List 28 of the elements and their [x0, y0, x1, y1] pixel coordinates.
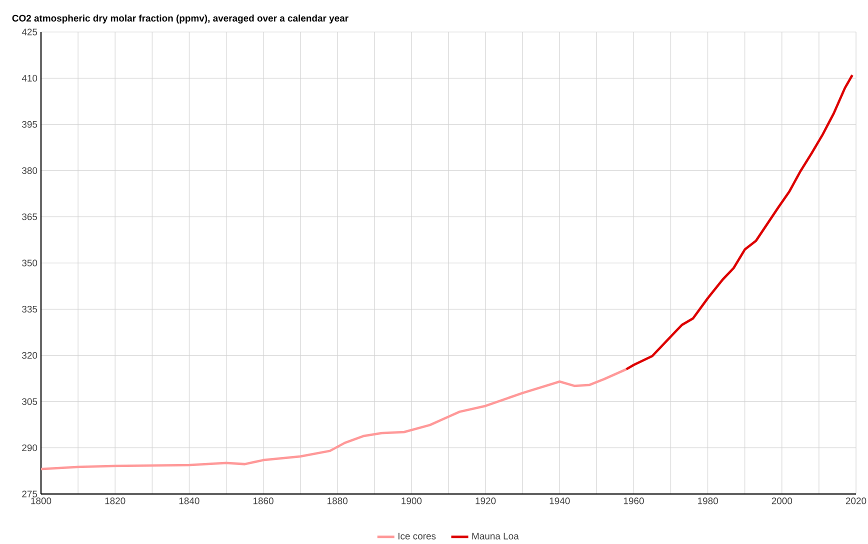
x-tick-label: 2000 [772, 498, 792, 504]
chart-title: CO2 atmospheric dry molar fraction (ppmv), averaged over a calendar year [12, 14, 348, 24]
y-tick-label: 305 [22, 398, 38, 405]
y-tick-label: 350 [22, 260, 38, 266]
y-tick-label: 335 [22, 306, 38, 313]
x-tick-label: 1820 [105, 498, 126, 504]
legend-label: Ice cores [398, 532, 436, 540]
y-tick-label: 320 [22, 352, 38, 359]
y-tick-label: 380 [22, 167, 38, 174]
x-tick-label: 1940 [550, 498, 570, 504]
x-tick-label: 1960 [624, 498, 644, 504]
x-tick-label: 1800 [31, 498, 52, 504]
y-tick-label: 425 [22, 28, 38, 36]
y-tick-label: 290 [22, 444, 38, 452]
y-tick-label: 365 [22, 213, 38, 220]
x-tick-label: 1900 [402, 498, 422, 504]
x-tick-label: 1840 [179, 498, 200, 504]
x-tick-label: 2020 [846, 498, 866, 504]
x-tick-label: 1980 [698, 498, 718, 504]
y-tick-label: 395 [22, 121, 38, 128]
x-tick-label: 1880 [328, 498, 348, 504]
y-tick-label: 275 [22, 490, 38, 498]
x-tick-label: 1920 [476, 498, 496, 504]
y-tick-label: 410 [22, 74, 38, 82]
legend-label: Mauna Loa [472, 532, 519, 540]
line-series [625, 74, 854, 370]
line-series [41, 368, 628, 470]
x-tick-label: 1860 [253, 498, 274, 504]
